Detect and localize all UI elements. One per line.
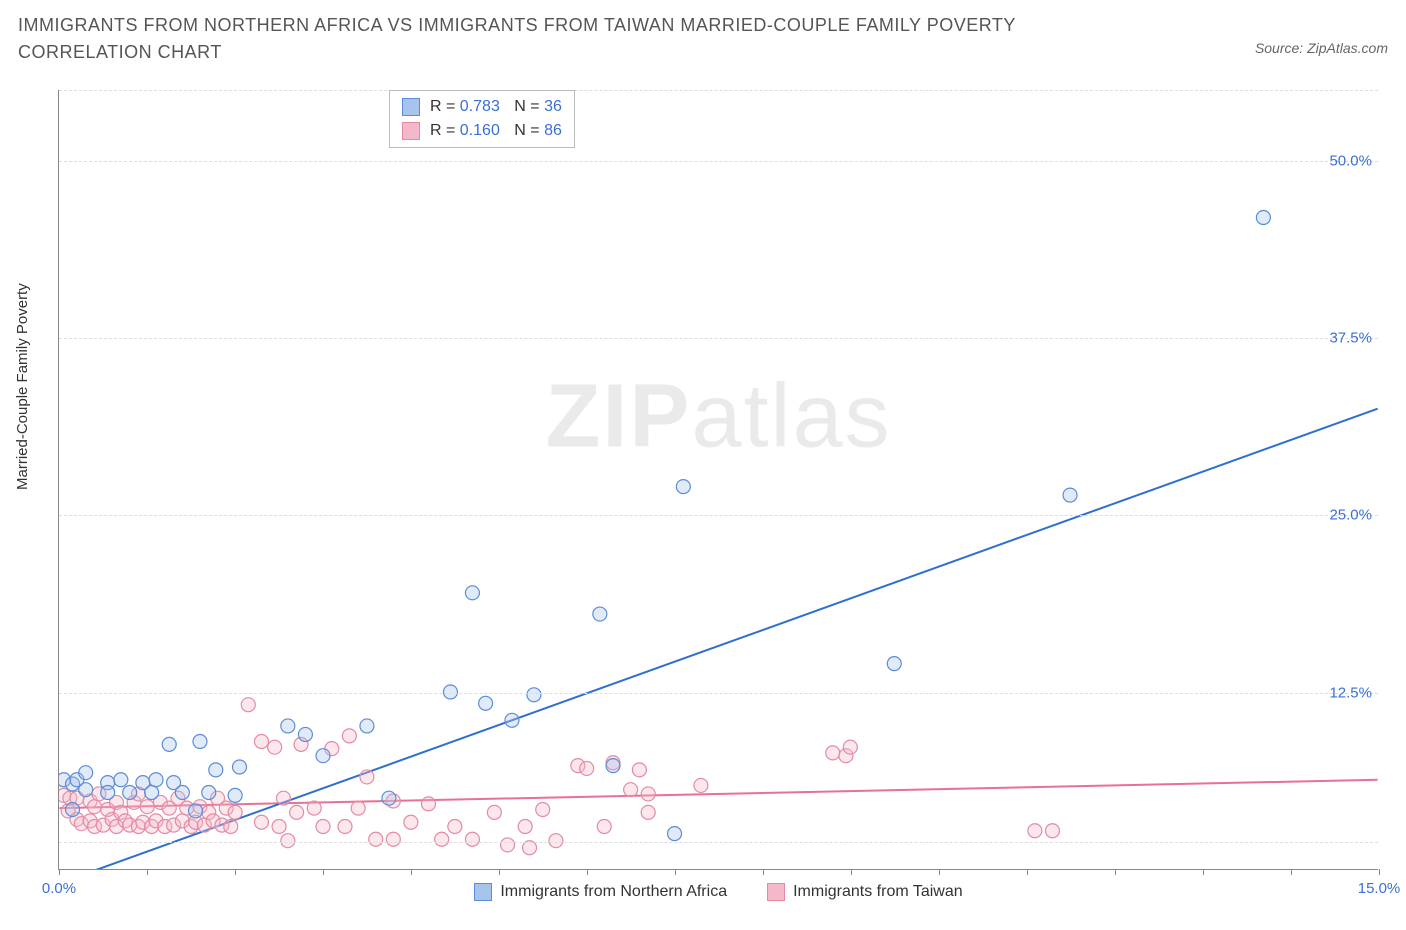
y-tick-label: 37.5% (1329, 330, 1372, 347)
swatch-icon (767, 883, 785, 901)
y-axis-label: Married-Couple Family Poverty (14, 283, 31, 490)
swatch-icon (402, 122, 420, 140)
y-tick-label: 25.0% (1329, 507, 1372, 524)
legend-label: Immigrants from Northern Africa (500, 883, 727, 901)
series-legend: Immigrants from Northern Africa Immigran… (59, 883, 1378, 901)
chart-container: Married-Couple Family Poverty ZIPatlas R… (18, 90, 1388, 900)
header: IMMIGRANTS FROM NORTHERN AFRICA VS IMMIG… (0, 0, 1406, 66)
swatch-icon (474, 883, 492, 901)
swatch-icon (402, 98, 420, 116)
source-label: Source: ZipAtlas.com (1255, 40, 1388, 56)
legend-label: Immigrants from Taiwan (793, 883, 963, 901)
y-tick-label: 12.5% (1329, 684, 1372, 701)
x-tick-label: 15.0% (1358, 880, 1401, 897)
scatter-plot: ZIPatlas R = 0.783 N = 36 R = 0.160 N = … (58, 90, 1378, 870)
plot-svg (59, 90, 1378, 869)
y-tick-label: 50.0% (1329, 152, 1372, 169)
stats-legend: R = 0.783 N = 36 R = 0.160 N = 86 (389, 90, 575, 148)
legend-item-0: Immigrants from Northern Africa (474, 883, 727, 901)
chart-title: IMMIGRANTS FROM NORTHERN AFRICA VS IMMIG… (18, 12, 1098, 66)
stats-row-1: R = 0.160 N = 86 (402, 119, 562, 143)
watermark: ZIPatlas (545, 366, 891, 469)
legend-item-1: Immigrants from Taiwan (767, 883, 963, 901)
x-tick-label: 0.0% (42, 880, 76, 897)
stats-row-0: R = 0.783 N = 36 (402, 95, 562, 119)
